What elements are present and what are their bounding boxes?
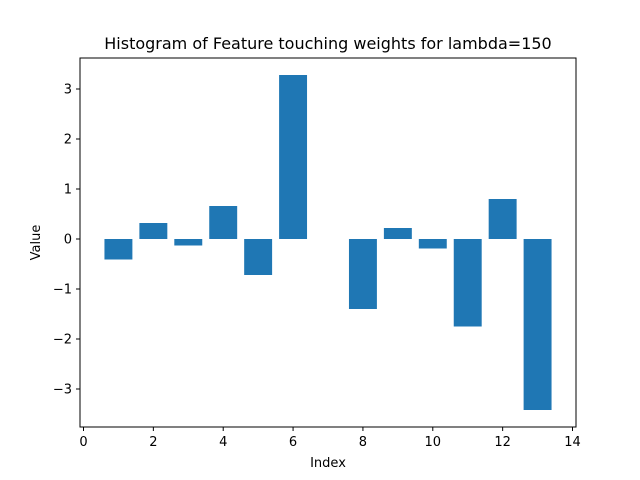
bar-12 [488, 199, 517, 239]
x-tick-label: 4 [219, 435, 227, 450]
x-tick-label: 2 [149, 435, 157, 450]
bar-4 [209, 206, 238, 239]
x-tick-label: 8 [359, 435, 367, 450]
x-tick-label: 12 [494, 435, 511, 450]
bar-11 [453, 239, 482, 327]
bar-10 [418, 239, 447, 249]
y-tick-label: 2 [64, 133, 72, 148]
y-tick-label: −1 [53, 283, 72, 298]
y-axis-label: Value [29, 225, 44, 261]
x-axis-label: Index [310, 456, 346, 471]
x-tick-label: 10 [425, 435, 442, 450]
y-tick-label: −2 [53, 333, 72, 348]
bar-6 [279, 75, 308, 239]
plot-frame [79, 57, 577, 428]
bar-8 [348, 239, 377, 309]
bar-2 [139, 223, 168, 239]
y-tick-label: 1 [64, 183, 72, 198]
bar-9 [383, 228, 412, 239]
bars-group [104, 75, 552, 410]
x-axis: 0 2 4 6 8 10 12 14 [79, 427, 581, 450]
bar-3 [174, 239, 203, 246]
x-tick-label: 14 [564, 435, 581, 450]
bar-13 [523, 239, 552, 410]
bar-1 [104, 239, 133, 260]
chart-title: Histogram of Feature touching weights fo… [104, 34, 551, 53]
bar-5 [244, 239, 273, 275]
y-axis: −3 −2 −1 0 1 2 3 [53, 83, 80, 398]
y-tick-label: 3 [64, 83, 72, 98]
y-tick-label: −3 [53, 383, 72, 398]
x-tick-label: 6 [289, 435, 297, 450]
x-tick-label: 0 [79, 435, 87, 450]
y-tick-label: 0 [64, 233, 72, 248]
